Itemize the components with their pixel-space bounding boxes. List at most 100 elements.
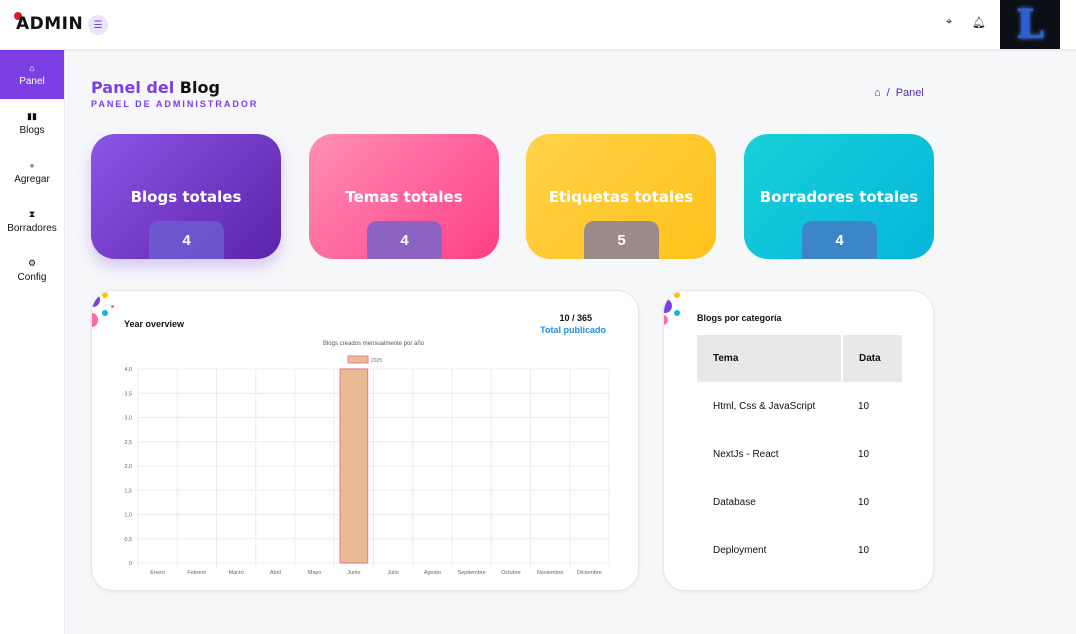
year-overview-title: Year overview [124,319,185,329]
stat-card-blogs[interactable]: Blogs totales 4 [91,134,281,259]
table-row: Database 10 [697,478,902,526]
cell-data: 10 [858,448,870,460]
decor-dot [102,292,108,298]
monthly-blogs-chart: Blogs creados mensualmente por año 2025 0 0… [124,341,610,576]
avatar[interactable]: L [1000,0,1060,49]
cell-data: 10 [858,544,870,556]
table-row: Deployment 10 [697,526,902,574]
y-tick-label: 3,5 [124,391,132,397]
x-tick-label: Julio [387,570,398,576]
column-header: Tema [697,335,842,382]
decor-dot [102,310,108,316]
page-title: Panel del Blog [91,78,220,97]
sidebar-item-label: Agregar [14,173,50,185]
stat-card-label: Temas totales [345,188,463,206]
x-tick-label: Mayo [308,570,321,576]
category-table: Tema Data Html, Css & JavaScript 10 Next… [697,335,902,574]
decor-dot [664,315,668,325]
sidebar-item-label: Config [17,272,47,283]
x-tick-label: Abril [270,570,281,576]
breadcrumb-current: Panel [895,87,924,99]
stat-card-borradores[interactable]: Borradores totales 4 [744,134,934,259]
x-tick-label: Noviembre [537,570,564,576]
x-tick-label: Septiembre [458,570,486,576]
top-bar: ADMIN ☰ ⌖ 🔔︎ L [0,0,1076,50]
cell-data: 10 [858,496,870,508]
y-tick-label: 2,5 [124,440,132,446]
x-tick-label: Febrero [187,570,206,576]
hourglass-icon: ⧗ [28,209,36,219]
stat-card-value: 4 [802,221,877,259]
y-tick-label: 4,0 [124,367,132,373]
category-panel: Blogs por categoría Tema Data Html, Css … [663,290,934,591]
book-icon: ▮▮ [27,111,37,121]
x-tick-label: Agosto [424,570,441,576]
home-icon: ⌂ [29,62,35,73]
year-overview-panel: Year overview 10 / 365 Total publicado B… [91,290,639,591]
decor-dot [92,313,98,327]
sidebar-item-agregar[interactable]: + Agregar [0,148,64,197]
stat-card-value: 4 [367,221,442,259]
breadcrumb: ⌂ / Panel [874,87,924,99]
fullscreen-icon[interactable]: ⌖ [946,16,953,28]
plus-icon: + [29,160,35,171]
page-subtitle: PANEL DE ADMINISTRADOR [91,99,259,109]
logo-dot [14,12,22,20]
stat-card-label: Etiquetas totales [548,188,694,206]
menu-toggle-button[interactable]: ☰ [88,15,108,35]
y-tick-label: 1,0 [124,513,132,519]
y-tick-label: 1,5 [124,488,132,494]
stat-card-label: Blogs totales [130,188,242,206]
column-header: Data [841,335,902,382]
total-publicado-link[interactable]: Total publicado [540,325,606,335]
y-tick-label: 0,5 [124,537,132,543]
y-tick-label: 3,0 [124,416,132,422]
sidebar-item-panel[interactable]: ⌂ Panel [0,50,64,99]
home-icon[interactable]: ⌂ [874,87,881,99]
y-tick-label: 2,0 [124,464,132,470]
stat-card-value: 4 [149,221,224,259]
decor-dot [92,293,100,307]
decor-dot [674,310,680,316]
sidebar-item-label: Borradores [7,223,57,234]
page-title-rest: Blog [179,78,220,97]
sidebar: ⌂ Panel ▮▮ Blogs + Agregar ⧗ Borradores … [0,50,65,634]
gear-icon: ⚙ [27,258,37,268]
stat-card-etiquetas[interactable]: Etiquetas totales 5 [526,134,716,259]
page-title-accent: Panel del [91,78,175,97]
chart-title: Blogs creados mensualmente por año [323,341,425,347]
cell-tema: Html, Css & JavaScript [713,400,816,412]
sidebar-item-label: Panel [19,75,45,87]
sidebar-item-blogs[interactable]: ▮▮ Blogs [0,99,64,148]
logo[interactable]: ADMIN [16,14,84,34]
stat-card-temas[interactable]: Temas totales 4 [309,134,499,259]
sidebar-item-config[interactable]: ⚙ Config [0,246,64,295]
legend-swatch [347,355,369,364]
stat-card-value: 5 [584,221,659,259]
y-tick-label: 0 [129,561,132,567]
avatar-letter: L [1015,1,1045,48]
cell-tema: Deployment [713,544,767,556]
table-row: NextJs - React 10 [697,430,902,478]
bell-icon[interactable]: 🔔︎ [972,17,986,29]
x-tick-label: Enero [150,570,165,576]
x-tick-label: Octubre [501,570,521,576]
menu-icon: ☰ [93,19,103,31]
year-overview-count: 10 / 365 [559,313,592,323]
x-tick-label: Diciembre [577,570,602,576]
decor-dot [664,299,672,313]
sidebar-item-borradores[interactable]: ⧗ Borradores [0,197,64,246]
cell-tema: NextJs - React [713,448,779,460]
stat-card-label: Borradores totales [759,188,919,206]
breadcrumb-separator: / [886,87,890,99]
cell-data: 10 [858,400,870,412]
x-tick-label: Junio [347,570,360,576]
table-header-row: Tema Data [697,335,902,382]
table-row: Html, Css & JavaScript 10 [697,382,902,430]
x-tick-label: Marzo [228,570,243,576]
legend-label: 2025 [371,358,382,364]
cell-tema: Database [713,496,756,508]
decor-dot [111,305,114,308]
bar-junio [339,368,369,564]
category-title: Blogs por categoría [697,313,782,323]
